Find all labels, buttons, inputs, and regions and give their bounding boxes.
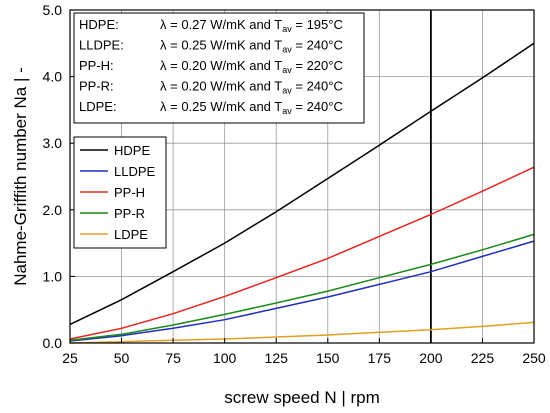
y-tick-label: 1.0 <box>43 268 63 284</box>
x-tick-label: 100 <box>213 350 237 366</box>
legend-label-pp-r: PP-R <box>114 206 145 221</box>
legend-label-hdpe: HDPE <box>114 143 150 158</box>
info-material-name: PP-R: <box>79 79 114 94</box>
plot-frame <box>69 9 535 344</box>
series-line-lldpe <box>69 240 535 342</box>
x-tick-label: 225 <box>471 350 495 366</box>
series-layer <box>69 42 535 344</box>
x-tick-label: 25 <box>62 350 78 366</box>
y-tick-label: 0.0 <box>43 335 63 351</box>
y-axis-ticks: 0.0 1.0 2.0 3.0 4.0 5.0 <box>43 2 75 351</box>
x-tick-label: 75 <box>165 350 181 366</box>
info-material-params: λ = 0.25 W/mK and Tav = 240°C <box>160 38 343 55</box>
material-parameters-box: HDPE: λ = 0.27 W/mK and Tav = 195°C LLDPE:… <box>73 12 365 124</box>
series-line-hdpe <box>69 42 535 326</box>
legend-label-ldpe: LDPE <box>114 227 148 242</box>
x-tick-label: 125 <box>265 350 289 366</box>
legend-label-pp-h: PP-H <box>114 185 145 200</box>
info-material-name: HDPE: <box>79 17 119 32</box>
legend: HDPE LLDPE PP-H PP-R LDPE <box>73 136 167 249</box>
legend-label-lldpe: LLDPE <box>114 164 156 179</box>
y-tick-label: 3.0 <box>43 135 63 151</box>
info-material-name: LLDPE: <box>79 38 124 53</box>
x-tick-label: 200 <box>419 350 443 366</box>
x-tick-label: 175 <box>368 350 392 366</box>
series-line-pp-r <box>69 233 535 342</box>
y-tick-label: 4.0 <box>43 69 63 85</box>
info-material-name: LDPE: <box>79 99 117 114</box>
info-box-frame <box>73 12 365 124</box>
y-axis-label: Nahme-Griffith number Na | - <box>11 67 30 286</box>
x-tick-label: 50 <box>114 350 130 366</box>
x-tick-label: 250 <box>522 350 546 366</box>
y-tick-label: 5.0 <box>43 2 63 18</box>
info-material-params: λ = 0.20 W/mK and Tav = 220°C <box>160 58 343 75</box>
series-line-ldpe <box>69 321 535 344</box>
info-material-params: λ = 0.25 W/mK and Tav = 240°C <box>160 99 343 116</box>
x-tick-label: 150 <box>316 350 340 366</box>
info-material-name: PP-H: <box>79 58 114 73</box>
y-tick-label: 2.0 <box>43 202 63 218</box>
x-axis-ticks: 25 50 75 100 125 150 175 200 225 250 <box>62 338 546 366</box>
series-line-pp-h <box>69 166 535 340</box>
info-material-params: λ = 0.20 W/mK and Tav = 240°C <box>160 79 343 96</box>
info-material-params: λ = 0.27 W/mK and Tav = 195°C <box>160 17 343 34</box>
x-axis-label: screw speed N | rpm <box>224 388 380 407</box>
